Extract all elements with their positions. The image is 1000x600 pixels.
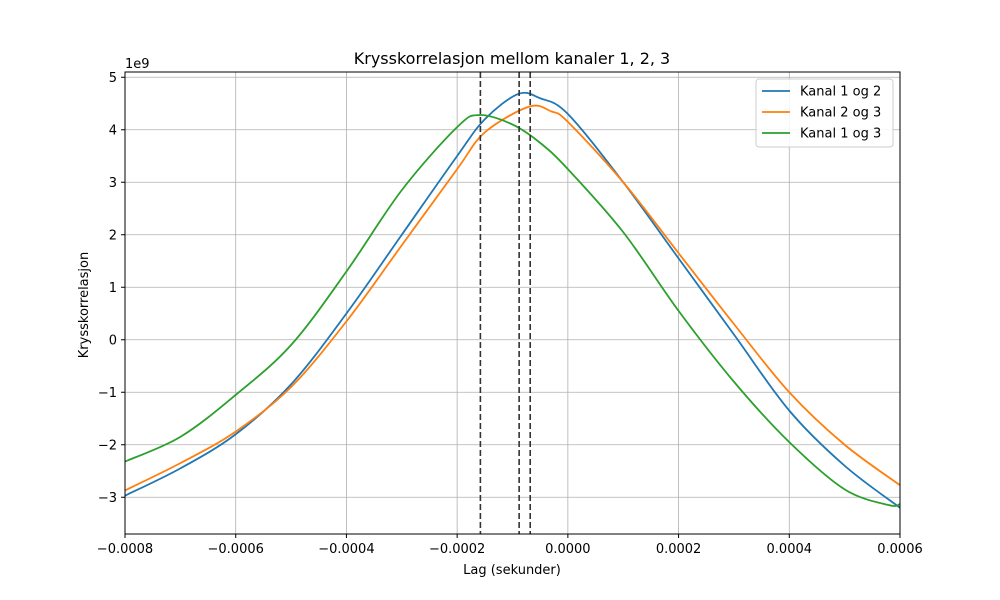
chart-title: Krysskorrelasjon mellom kanaler 1, 2, 3 (354, 49, 670, 68)
y-axis-ticks: −3 −2 −1 0 1 2 3 4 5 (98, 71, 125, 506)
x-tick-label: 0.0006 (877, 542, 923, 557)
x-tick-label: −0.0004 (318, 542, 374, 557)
y-tick-label: −3 (98, 491, 117, 506)
y-tick-label: 3 (109, 176, 117, 191)
y-tick-label: 1 (109, 281, 117, 296)
plot-frame (124, 71, 901, 535)
y-tick-label: −2 (98, 438, 117, 453)
y-tick-label: −1 (98, 386, 117, 401)
series-line-2 (125, 104, 900, 492)
x-tick-label: −0.0006 (208, 542, 264, 557)
y-tick-label: 0 (109, 333, 117, 348)
grid (124, 72, 901, 534)
series-line-3 (125, 114, 900, 507)
legend-label: Kanal 1 og 3 (800, 127, 881, 142)
legend-label: Kanal 2 og 3 (800, 106, 881, 121)
legend-label: Kanal 1 og 2 (800, 85, 881, 100)
y-tick-label: 2 (109, 228, 117, 243)
x-tick-label: 0.0000 (545, 542, 591, 557)
legend: Kanal 1 og 2 Kanal 2 og 3 Kanal 1 og 3 (755, 78, 894, 148)
x-axis-label: Lag (sekunder) (463, 563, 561, 578)
y-scale-label: 1e9 (125, 57, 150, 72)
y-tick-label: 4 (109, 123, 117, 138)
x-tick-label: −0.0008 (97, 542, 153, 557)
series-line-1 (125, 91, 900, 509)
x-axis-ticks: −0.0008 −0.0006 −0.0004 −0.0002 0.0000 0.0002… (97, 534, 923, 557)
legend-box (755, 78, 894, 148)
x-tick-label: 0.0002 (656, 542, 702, 557)
x-tick-label: 0.0004 (767, 542, 813, 557)
x-tick-label: −0.0002 (429, 542, 485, 557)
y-tick-label: 5 (109, 71, 117, 86)
y-axis-label: Krysskorrelasjon (77, 252, 92, 358)
vertical-lines (479, 72, 532, 534)
series-layer (125, 91, 900, 509)
